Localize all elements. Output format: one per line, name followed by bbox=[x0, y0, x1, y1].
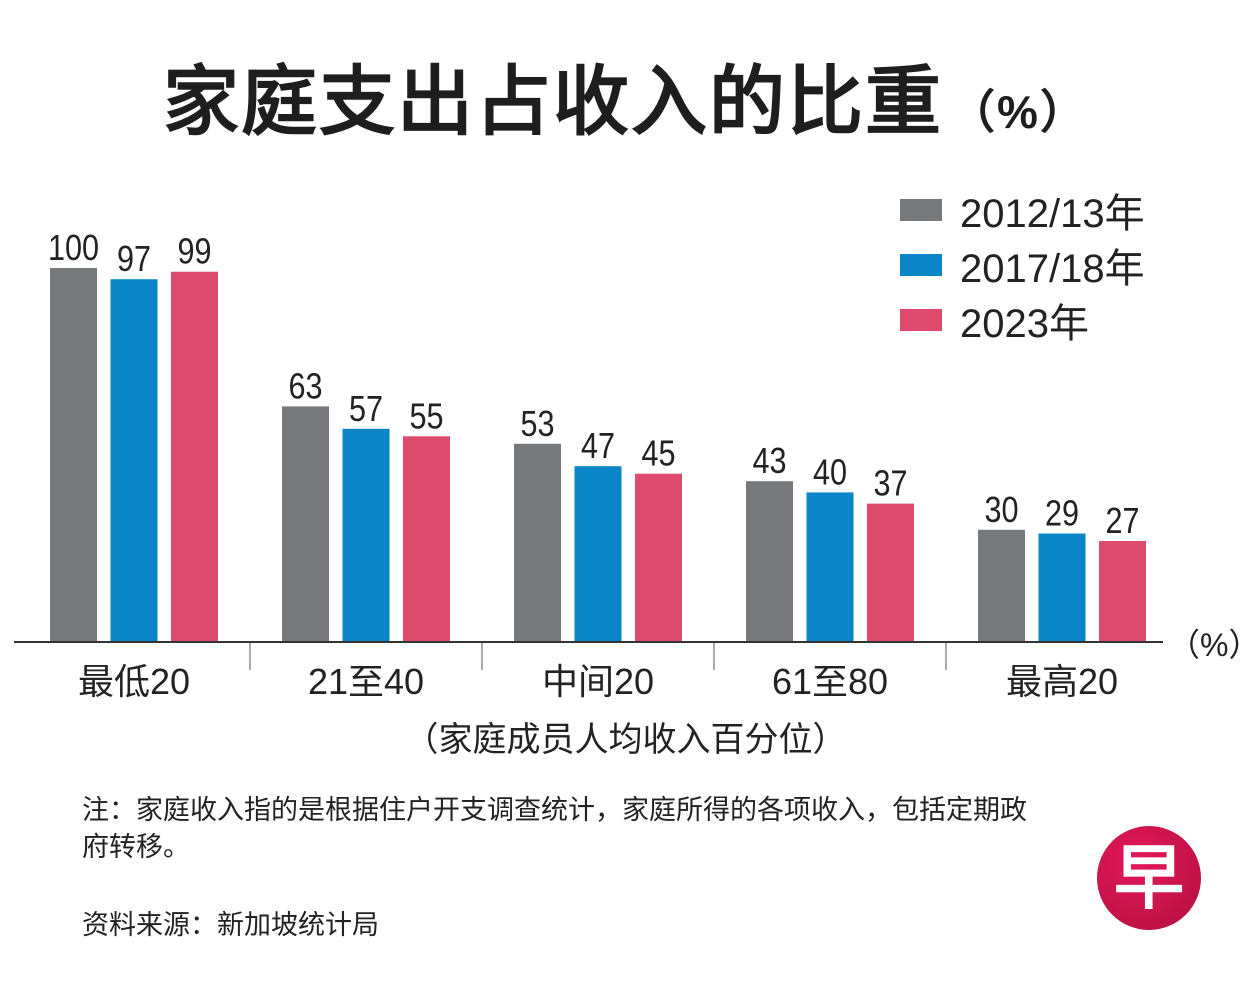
x-tick-label: 中间20 bbox=[542, 661, 654, 702]
source-credit: 资料来源：新加坡统计局 bbox=[82, 910, 379, 940]
data-label: 29 bbox=[1045, 494, 1079, 534]
bar bbox=[978, 529, 1025, 642]
x-tick-labels: 最低20 21至40 中间20 61至80 最高20 bbox=[78, 661, 1118, 702]
bar bbox=[1099, 541, 1146, 642]
legend-label: 2017/18年 bbox=[960, 246, 1145, 291]
data-label: 37 bbox=[873, 464, 907, 504]
legend-item: 2023年 bbox=[900, 292, 1145, 347]
footnote: 注：家庭收入指的是根据住户开支调查统计，家庭所得的各项收入，包括定期政府转移。 bbox=[82, 795, 1027, 862]
x-axis bbox=[14, 641, 1163, 670]
data-label: 45 bbox=[641, 434, 675, 474]
x-tick-label: 最低20 bbox=[78, 661, 190, 702]
legend-swatch-2023 bbox=[900, 308, 942, 331]
bar bbox=[806, 492, 854, 642]
bar bbox=[110, 279, 158, 642]
legend-item: 2017/18年 bbox=[900, 237, 1145, 292]
x-axis-title: （家庭成员人均收入百分位） bbox=[404, 721, 847, 759]
legend-swatch-2012 bbox=[900, 198, 942, 221]
bar bbox=[746, 481, 793, 642]
data-label: 57 bbox=[349, 390, 383, 430]
data-label: 30 bbox=[984, 491, 1018, 531]
bar bbox=[50, 268, 97, 642]
data-label: 99 bbox=[177, 232, 211, 272]
y-unit-label: （%） bbox=[1168, 627, 1251, 663]
bar bbox=[403, 436, 450, 642]
bar bbox=[635, 473, 682, 642]
bar bbox=[1038, 533, 1086, 642]
x-tick-label: 21至40 bbox=[308, 661, 424, 702]
data-label: 97 bbox=[117, 240, 151, 280]
bar bbox=[171, 271, 218, 642]
legend-label: 2012/13年 bbox=[960, 191, 1145, 236]
data-label: 55 bbox=[409, 397, 443, 437]
bar bbox=[574, 466, 622, 642]
data-label: 40 bbox=[813, 453, 847, 493]
bar bbox=[342, 428, 390, 642]
bars-group bbox=[50, 268, 1146, 642]
bar bbox=[867, 503, 914, 642]
legend-label: 2023年 bbox=[960, 301, 1089, 346]
bar bbox=[514, 443, 561, 642]
zaobao-logo-icon: 早 bbox=[1097, 826, 1201, 930]
data-label: 47 bbox=[581, 427, 615, 467]
legend: 2012/13年 2017/18年 2023年 bbox=[900, 182, 1145, 347]
data-label: 63 bbox=[288, 367, 322, 407]
bar bbox=[282, 406, 329, 642]
data-label: 53 bbox=[520, 405, 554, 445]
data-label: 27 bbox=[1105, 502, 1139, 542]
chart-title: 家庭支出占收入的比重 （%） bbox=[0, 40, 1251, 150]
data-labels-group: 100 97 99 63 57 55 53 47 45 43 40 37 30 29 27 bbox=[48, 229, 1140, 542]
x-tick-label: 最高20 bbox=[1006, 661, 1118, 702]
x-tick-label: 61至80 bbox=[772, 661, 888, 702]
title-text: 家庭支出占收入的比重 bbox=[163, 60, 944, 145]
title-unit: （%） bbox=[949, 86, 1088, 138]
legend-swatch-2017 bbox=[900, 253, 942, 276]
legend-item: 2012/13年 bbox=[900, 182, 1145, 237]
data-label: 43 bbox=[752, 442, 786, 482]
data-label: 100 bbox=[48, 229, 99, 269]
